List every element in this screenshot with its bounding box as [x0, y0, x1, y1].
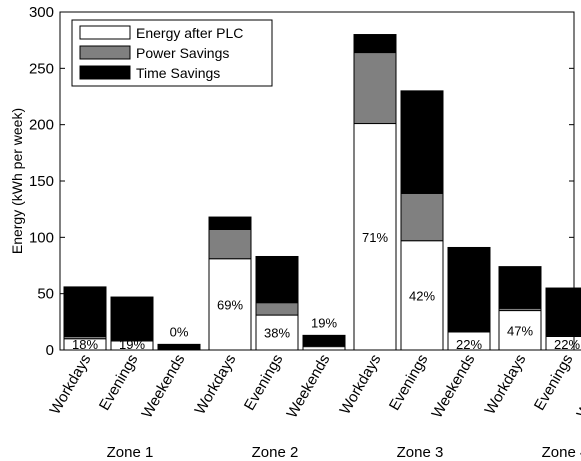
category-label-3-0: Workdays	[482, 352, 530, 418]
bar-segment-time-savings-0-1	[110, 296, 154, 341]
y-tick-label-100: 100	[29, 229, 54, 246]
category-label-0-0: Workdays	[47, 352, 95, 418]
percent-label-0-2: 0%	[170, 324, 189, 339]
legend-label-0: Energy after PLC	[136, 25, 243, 41]
category-label-2-1: Evenings	[386, 352, 432, 414]
percent-annotations: 18%19%0%69%38%19%71%42%22%47%22%22%	[72, 230, 580, 352]
bar-segment-time-savings-0-0	[63, 286, 107, 337]
bar-segment-energy-after-plc-2-0	[353, 123, 397, 351]
bar-segment-time-savings-1-1	[255, 255, 299, 304]
category-label-0-2: Weekends	[138, 352, 188, 422]
bar-segment-power-savings-1-0	[208, 228, 252, 260]
bar-segment-power-savings-2-0	[353, 52, 397, 125]
bar-segment-time-savings-3-1	[545, 287, 581, 336]
y-tick-label-0: 0	[46, 342, 54, 359]
bar-segment-energy-after-plc-3-0	[498, 310, 542, 351]
bar-segment-energy-after-plc-2-1	[400, 240, 444, 351]
percent-label-1-0: 69%	[217, 297, 243, 312]
bar-segment-power-savings-2-1	[400, 192, 444, 242]
y-tick-label-300: 300	[29, 4, 54, 21]
category-label-2-0: Workdays	[337, 352, 385, 418]
y-tick-label-250: 250	[29, 60, 54, 77]
bar-segment-time-savings-3-0	[498, 266, 542, 309]
zone-label-2: Zone 2	[252, 444, 299, 461]
legend-swatch-1	[79, 45, 131, 60]
percent-label-1-2: 19%	[311, 315, 337, 330]
y-tick-label-50: 50	[37, 286, 54, 303]
bar-segment-time-savings-1-0	[208, 216, 252, 230]
y-tick-label-150: 150	[29, 173, 54, 190]
zone-label-4: Zone 4	[542, 444, 581, 461]
bar-segment-time-savings-1-2	[302, 334, 346, 346]
legend-label-1: Power Savings	[136, 45, 229, 61]
percent-label-2-2: 22%	[456, 337, 482, 352]
bar-segment-energy-after-plc-1-0	[208, 258, 252, 351]
bars-layer	[63, 34, 581, 351]
percent-label-2-1: 42%	[409, 288, 435, 303]
legend: Energy after PLC Power Savings Time Saving…	[71, 19, 273, 87]
bar-segment-energy-after-plc-1-1	[255, 314, 299, 351]
zone-label-1: Zone 1	[107, 444, 154, 461]
bar-segment-time-savings-0-2	[157, 343, 201, 351]
legend-swatch-2	[79, 65, 131, 80]
legend-label-2: Time Savings	[136, 65, 220, 81]
category-label-3-1: Evenings	[531, 352, 577, 414]
category-label-1-1: Evenings	[241, 352, 287, 414]
category-label-1-2: Weekends	[283, 352, 333, 422]
y-axis-title: Energy (kWh per week)	[9, 108, 25, 254]
bar-segment-energy-after-plc-1-2	[302, 346, 346, 351]
category-label-0-1: Evenings	[96, 352, 142, 414]
percent-label-2-0: 71%	[362, 230, 388, 245]
bar-segment-time-savings-2-0	[353, 34, 397, 54]
category-label-2-2: Weekends	[428, 352, 478, 422]
bar-segment-power-savings-1-1	[255, 302, 299, 316]
y-tick-label-200: 200	[29, 117, 54, 134]
zone-label-3: Zone 3	[397, 444, 444, 461]
bar-segment-time-savings-2-2	[447, 246, 491, 333]
percent-label-0-1: 19%	[119, 337, 145, 352]
percent-label-0-0: 18%	[72, 337, 98, 352]
bar-segment-time-savings-2-1	[400, 90, 444, 194]
percent-label-1-1: 38%	[264, 326, 290, 341]
category-label-1-0: Workdays	[192, 352, 240, 418]
percent-label-3-0: 47%	[507, 323, 533, 338]
legend-swatch-0	[79, 25, 131, 40]
